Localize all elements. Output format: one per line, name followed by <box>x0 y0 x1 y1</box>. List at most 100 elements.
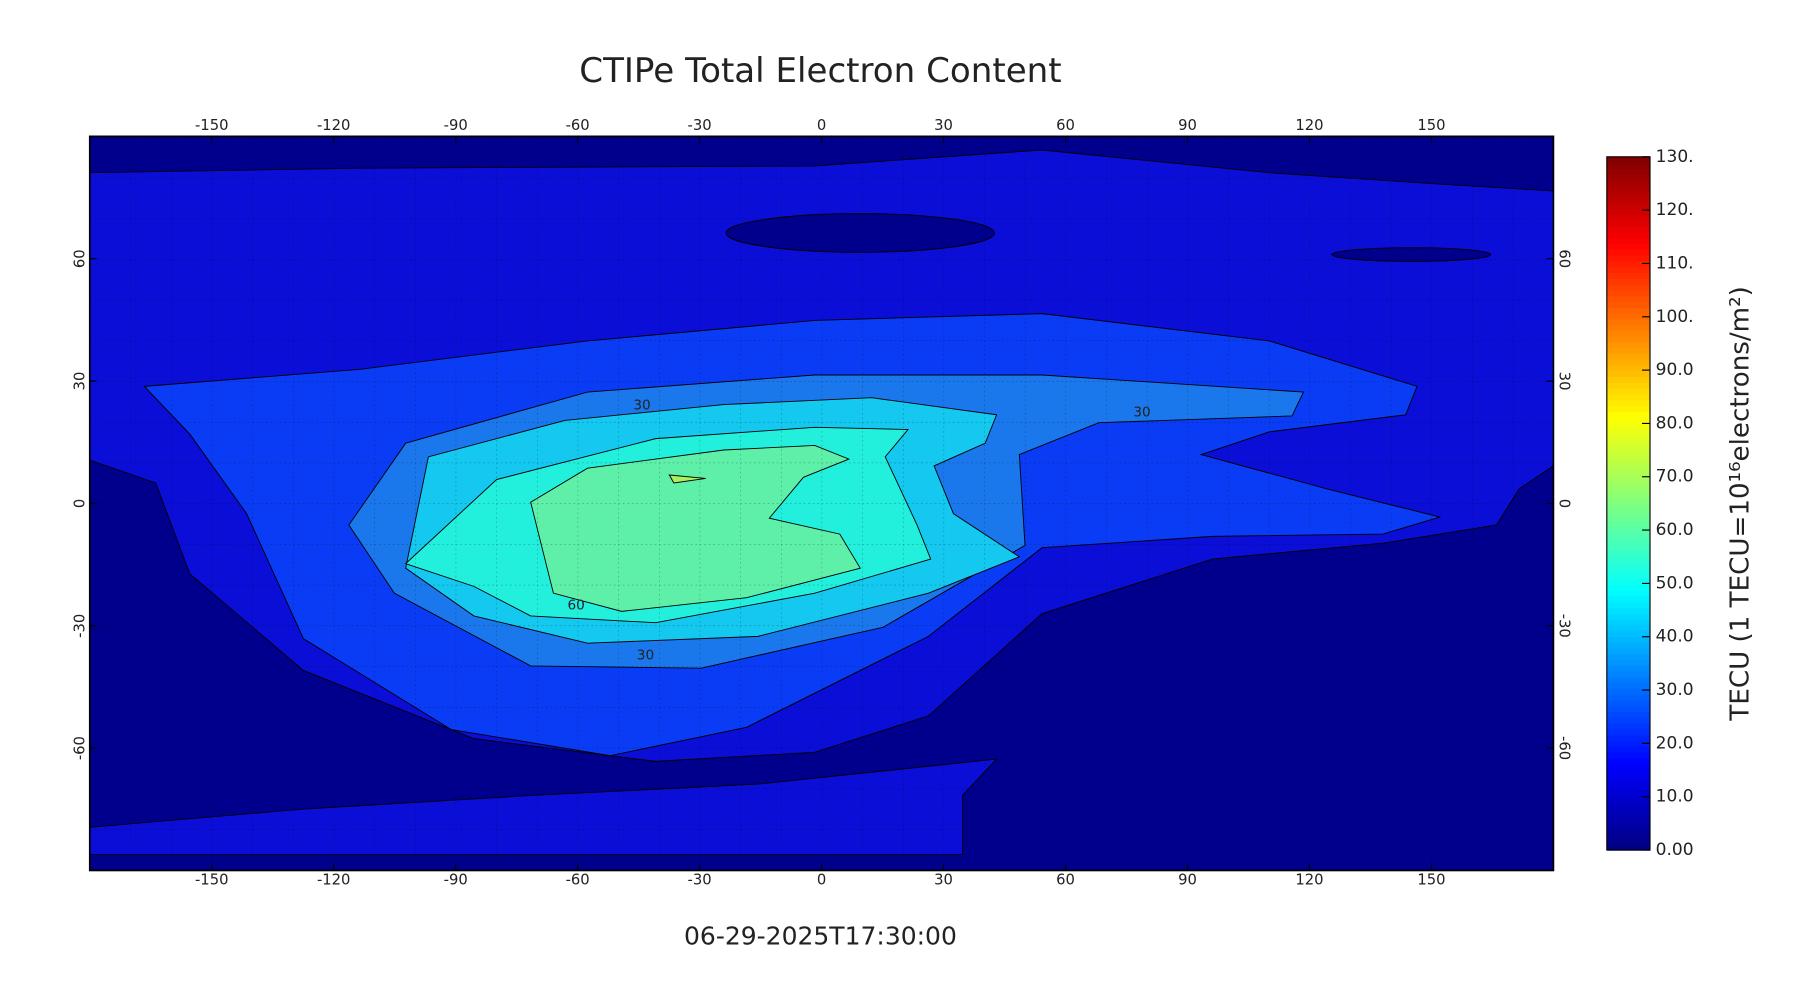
colorbar-swatch <box>1606 613 1650 620</box>
colorbar-swatch <box>1606 561 1650 568</box>
colorbar-tick-label: 100. <box>1656 307 1694 327</box>
colorbar-swatch <box>1606 618 1650 626</box>
colorbar-tick-label: 90.0 <box>1656 360 1694 380</box>
x-tick-label-top: -60 <box>566 117 590 134</box>
x-tick-label-top: 0 <box>817 117 826 134</box>
x-tick-label-top: -90 <box>444 117 468 134</box>
colorbar-swatch <box>1606 231 1650 239</box>
y-tick-label-left: 30 <box>72 372 89 391</box>
colorbar-swatch <box>1606 734 1650 741</box>
colorbar-tick-label: 50.0 <box>1656 573 1694 593</box>
colorbar-swatch <box>1606 809 1650 817</box>
colorbar-swatch <box>1606 832 1650 840</box>
colorbar-swatch <box>1606 387 1650 395</box>
colorbar-swatch <box>1606 439 1650 447</box>
colorbar-swatch <box>1606 335 1650 343</box>
colorbar-swatch <box>1606 486 1650 493</box>
colorbar-swatch <box>1606 474 1650 481</box>
colorbar-swatch <box>1606 769 1650 776</box>
contour-label: 60 <box>567 598 584 614</box>
x-tick-label-bottom: 90 <box>1178 872 1197 889</box>
colorbar-swatch <box>1606 584 1650 591</box>
colorbar-swatch <box>1606 682 1650 689</box>
colorbar-swatch <box>1606 179 1650 187</box>
colorbar-swatch <box>1606 353 1650 360</box>
colorbar-tick-label: 110. <box>1656 253 1694 273</box>
colorbar-swatch <box>1606 653 1650 661</box>
colorbar-swatch <box>1606 260 1650 268</box>
colorbar-swatch <box>1606 509 1650 516</box>
colorbar-swatch <box>1606 538 1650 545</box>
colorbar-swatch <box>1606 491 1650 499</box>
x-tick-label-bottom: 0 <box>817 872 826 889</box>
colorbar-swatch <box>1606 399 1650 406</box>
colorbar-swatch <box>1606 601 1650 609</box>
colorbar-swatch <box>1606 624 1650 632</box>
colorbar-swatch <box>1606 763 1650 770</box>
colorbar-swatch <box>1606 410 1650 418</box>
colorbar-swatch <box>1606 312 1650 320</box>
colorbar-swatch <box>1606 295 1650 302</box>
colorbar-swatch <box>1606 746 1650 753</box>
x-tick-label-top: 60 <box>1056 117 1075 134</box>
title: CTIPe Total Electron Content <box>579 51 1061 91</box>
colorbar-swatch <box>1606 711 1650 718</box>
colorbar-swatch <box>1606 780 1650 788</box>
x-tick-label-bottom: -60 <box>566 872 590 889</box>
colorbar-swatch <box>1606 197 1650 204</box>
colorbar-swatch <box>1606 694 1650 701</box>
colorbar-swatch <box>1606 595 1650 603</box>
colorbar-swatch <box>1606 451 1650 458</box>
x-tick-label-top: -30 <box>688 117 712 134</box>
colorbar-swatch <box>1606 203 1650 210</box>
colorbar-swatch <box>1606 740 1650 747</box>
colorbar-swatch <box>1606 578 1650 585</box>
graticule <box>89 136 1554 871</box>
colorbar-swatch <box>1606 786 1650 793</box>
colorbar-swatch <box>1606 838 1650 845</box>
colorbar-swatch <box>1606 156 1650 164</box>
colorbar-swatch <box>1606 670 1650 678</box>
colorbar-swatch <box>1606 821 1650 828</box>
colorbar-swatch <box>1606 543 1650 551</box>
x-tick-label-bottom: -120 <box>317 872 351 889</box>
x-tick-label-bottom: 150 <box>1417 872 1445 889</box>
colorbar-swatch <box>1606 445 1650 453</box>
colorbar-swatch <box>1606 249 1650 256</box>
colorbar-frame <box>1606 156 1651 851</box>
contour-map <box>89 136 1554 871</box>
colorbar-swatch <box>1606 705 1650 713</box>
colorbar-swatch <box>1606 393 1650 401</box>
colorbar-swatch <box>1606 301 1650 308</box>
y-tick-label-left: -60 <box>72 736 89 760</box>
y-tick-label-left: -30 <box>72 614 89 638</box>
colorbar-swatch <box>1606 688 1650 695</box>
colorbar-swatch <box>1606 665 1650 672</box>
y-tick-label-right: -30 <box>1556 614 1573 638</box>
colorbar-swatch <box>1606 555 1650 562</box>
colorbar-swatch <box>1606 798 1650 805</box>
colorbar-swatch <box>1606 416 1650 424</box>
colorbar-tick-label: 10.0 <box>1656 787 1694 807</box>
colorbar-swatch <box>1606 226 1650 233</box>
colorbar-swatch <box>1606 272 1650 279</box>
colorbar-swatch <box>1606 191 1650 198</box>
x-tick-label-top: 90 <box>1178 117 1197 134</box>
colorbar-swatch <box>1606 422 1650 429</box>
colorbar-swatch <box>1606 307 1650 314</box>
colorbar-swatch <box>1606 168 1650 175</box>
colorbar-swatch <box>1606 347 1650 354</box>
colorbar-swatch <box>1606 376 1650 383</box>
x-tick-label-bottom: 30 <box>934 872 953 889</box>
colorbar-swatch <box>1606 815 1650 822</box>
colorbar-swatch <box>1606 514 1650 522</box>
colorbar-swatch <box>1606 566 1650 574</box>
colorbar-swatch <box>1606 185 1650 193</box>
colorbar-swatch <box>1606 480 1650 487</box>
colorbar-swatch <box>1606 457 1650 464</box>
colorbar-swatch <box>1606 699 1650 707</box>
colorbar-swatch <box>1606 358 1650 366</box>
colorbar-swatch <box>1606 792 1650 799</box>
colorbar-swatch <box>1606 630 1650 637</box>
